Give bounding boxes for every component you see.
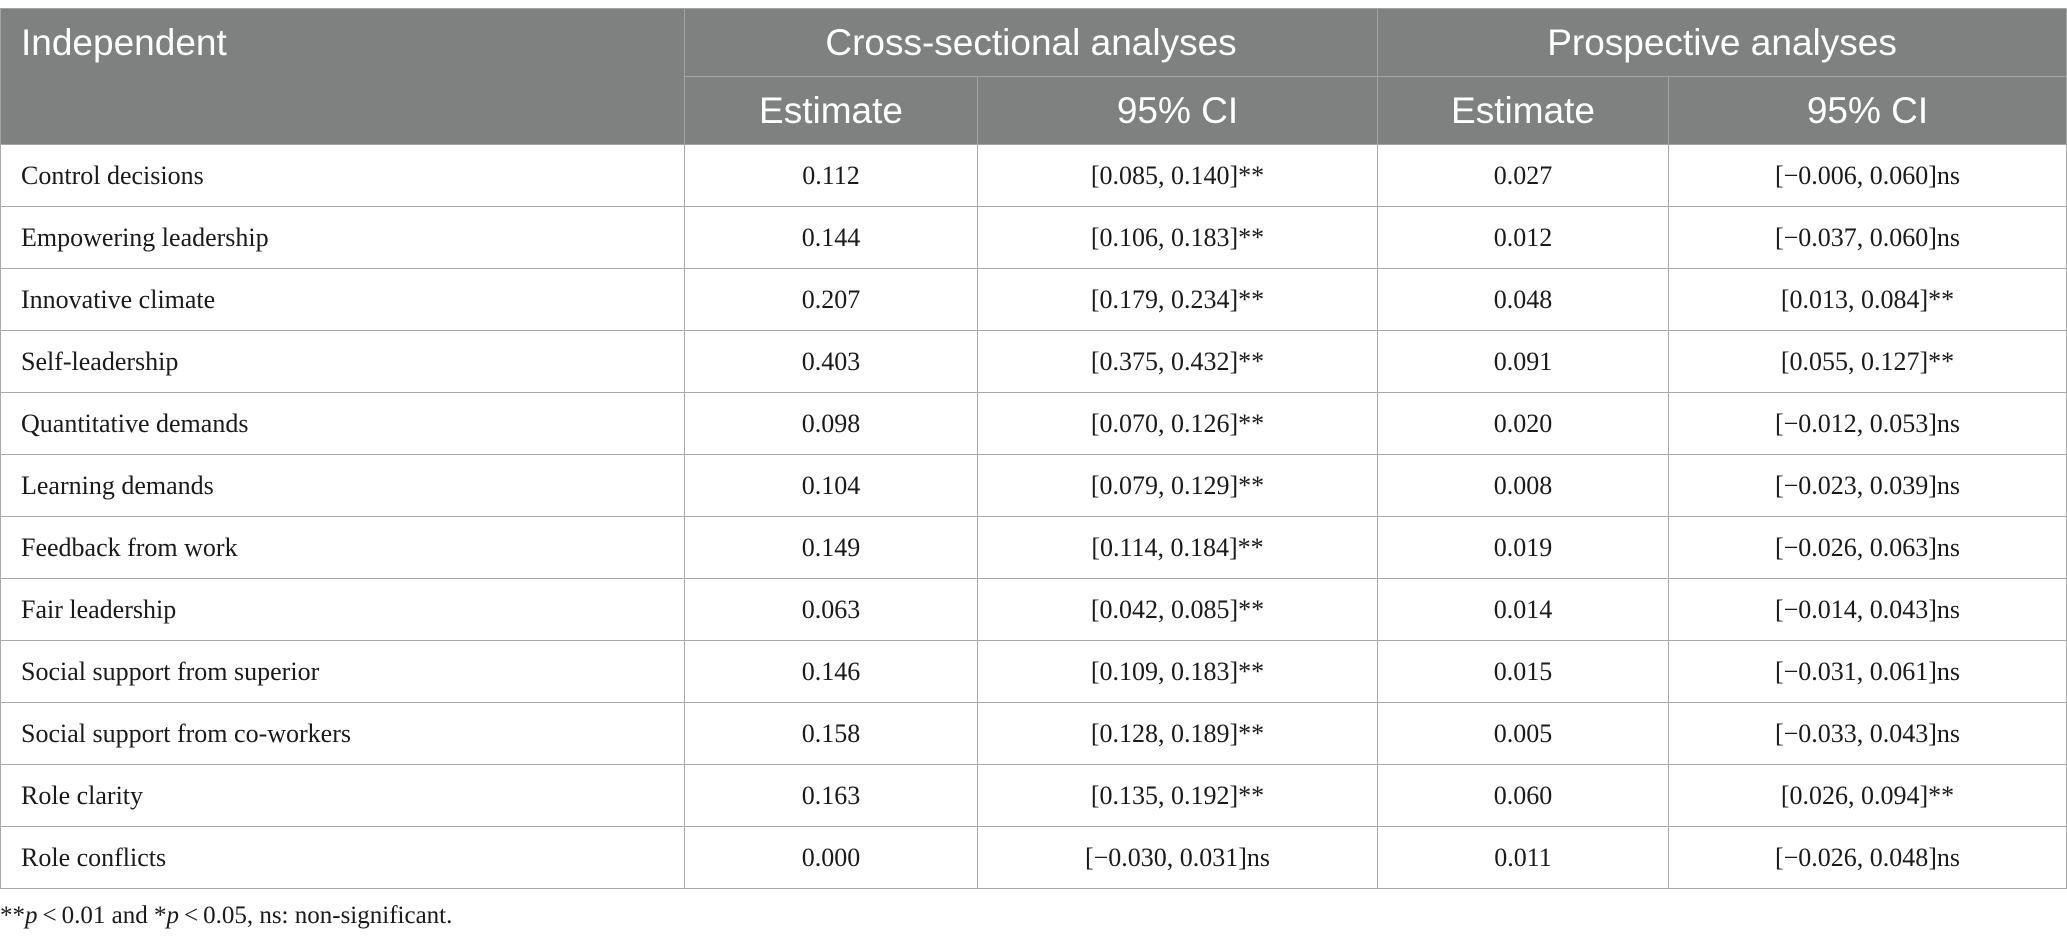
table-row: Quantitative demands 0.098 [0.070, 0.126]*… — [0, 392, 2067, 455]
cross-sectional-estimate: 0.149 — [684, 516, 978, 579]
cross-sectional-ci: [0.079, 0.129]** — [976, 454, 1379, 517]
prospective-ci: [0.026, 0.094]** — [1668, 764, 2067, 827]
row-label: Feedback from work — [0, 516, 685, 579]
table-row: Innovative climate 0.207 [0.179, 0.234]** 0… — [0, 268, 2067, 331]
row-label: Innovative climate — [0, 268, 685, 331]
header-independent: Independent — [0, 8, 685, 145]
cross-sectional-ci: [0.070, 0.126]** — [976, 392, 1379, 455]
prospective-estimate: 0.008 — [1377, 454, 1670, 517]
results-table-container: Independent Cross-sectional analyses Pro… — [0, 8, 2067, 889]
header-pr-estimate: Estimate — [1377, 76, 1670, 145]
row-label: Social support from superior — [0, 640, 685, 703]
cross-sectional-ci: [0.128, 0.189]** — [976, 702, 1379, 765]
cross-sectional-estimate: 0.000 — [684, 826, 978, 889]
cross-sectional-estimate: 0.207 — [684, 268, 978, 331]
row-label: Control decisions — [0, 144, 685, 207]
prospective-ci: [0.013, 0.084]** — [1668, 268, 2067, 331]
prospective-ci: [−0.014, 0.043]ns — [1668, 578, 2067, 641]
cross-sectional-estimate: 0.098 — [684, 392, 978, 455]
table-footnote: **p < 0.01 and *p < 0.05, ns: non-signif… — [0, 902, 452, 930]
cross-sectional-ci: [0.114, 0.184]** — [976, 516, 1379, 579]
row-label: Role clarity — [0, 764, 685, 827]
cross-sectional-ci: [0.179, 0.234]** — [976, 268, 1379, 331]
prospective-ci: [−0.033, 0.043]ns — [1668, 702, 2067, 765]
prospective-estimate: 0.011 — [1377, 826, 1670, 889]
prospective-ci: [−0.026, 0.063]ns — [1668, 516, 2067, 579]
row-label: Fair leadership — [0, 578, 685, 641]
footnote-part2: < 0.01 and * — [37, 902, 167, 929]
table-row: Learning demands 0.104 [0.079, 0.129]** 0.0… — [0, 454, 2067, 517]
header-pr-ci: 95% CI — [1668, 76, 2067, 145]
row-label: Learning demands — [0, 454, 685, 517]
cross-sectional-estimate: 0.158 — [684, 702, 978, 765]
table-row: Fair leadership 0.063 [0.042, 0.085]** 0.01… — [0, 578, 2067, 641]
cross-sectional-ci: [0.375, 0.432]** — [976, 330, 1379, 393]
prospective-ci: [−0.006, 0.060]ns — [1668, 144, 2067, 207]
cross-sectional-estimate: 0.403 — [684, 330, 978, 393]
prospective-ci: [−0.037, 0.060]ns — [1668, 206, 2067, 269]
prospective-ci: [−0.026, 0.048]ns — [1668, 826, 2067, 889]
row-label: Quantitative demands — [0, 392, 685, 455]
row-label: Social support from co-workers — [0, 702, 685, 765]
prospective-estimate: 0.019 — [1377, 516, 1670, 579]
table-row: Self-leadership 0.403 [0.375, 0.432]** 0.09… — [0, 330, 2067, 393]
cross-sectional-ci: [0.135, 0.192]** — [976, 764, 1379, 827]
header-row-subcolumns: Estimate 95% CI Estimate 95% CI — [1, 76, 2067, 145]
prospective-estimate: 0.015 — [1377, 640, 1670, 703]
prospective-ci: [−0.023, 0.039]ns — [1668, 454, 2067, 517]
row-label: Role conflicts — [0, 826, 685, 889]
footnote-part1: ** — [0, 902, 25, 929]
prospective-estimate: 0.048 — [1377, 268, 1670, 331]
footnote-part3: < 0.05, ns: non-significant. — [178, 902, 453, 929]
header-cs-estimate: Estimate — [684, 76, 978, 145]
row-label: Self-leadership — [0, 330, 685, 393]
table-header: Independent Cross-sectional analyses Pro… — [0, 8, 2067, 145]
footnote-p1: p — [25, 902, 38, 929]
prospective-estimate: 0.020 — [1377, 392, 1670, 455]
header-prospective: Prospective analyses — [1377, 8, 2067, 77]
prospective-estimate: 0.027 — [1377, 144, 1670, 207]
cross-sectional-estimate: 0.146 — [684, 640, 978, 703]
table-row: Control decisions 0.112 [0.085, 0.140]** 0.… — [0, 144, 2067, 207]
table-row: Social support from superior 0.146 [0.109,… — [0, 640, 2067, 703]
prospective-estimate: 0.060 — [1377, 764, 1670, 827]
cross-sectional-ci: [0.106, 0.183]** — [976, 206, 1379, 269]
prospective-ci: [0.055, 0.127]** — [1668, 330, 2067, 393]
cross-sectional-ci: [0.109, 0.183]** — [976, 640, 1379, 703]
cross-sectional-estimate: 0.063 — [684, 578, 978, 641]
cross-sectional-ci: [0.085, 0.140]** — [976, 144, 1379, 207]
cross-sectional-ci: [0.042, 0.085]** — [976, 578, 1379, 641]
results-table: Independent Cross-sectional analyses Pro… — [0, 8, 2067, 889]
cross-sectional-estimate: 0.163 — [684, 764, 978, 827]
cross-sectional-estimate: 0.112 — [684, 144, 978, 207]
row-label: Empowering leadership — [0, 206, 685, 269]
cross-sectional-ci: [−0.030, 0.031]ns — [976, 826, 1379, 889]
prospective-estimate: 0.012 — [1377, 206, 1670, 269]
table-row: Social support from co-workers 0.158 [0.12… — [0, 702, 2067, 765]
prospective-estimate: 0.014 — [1377, 578, 1670, 641]
prospective-ci: [−0.012, 0.053]ns — [1668, 392, 2067, 455]
prospective-estimate: 0.005 — [1377, 702, 1670, 765]
header-cross-sectional: Cross-sectional analyses — [683, 8, 1379, 77]
cross-sectional-estimate: 0.104 — [684, 454, 978, 517]
header-cs-ci: 95% CI — [976, 76, 1379, 145]
table-body: Control decisions 0.112 [0.085, 0.140]** 0.… — [0, 144, 2067, 889]
table-row: Feedback from work 0.149 [0.114, 0.184]** 0… — [0, 516, 2067, 579]
table-row: Role conflicts 0.000 [−0.030, 0.031]ns 0.01… — [0, 826, 2067, 889]
prospective-estimate: 0.091 — [1377, 330, 1670, 393]
header-row-groups: Independent Cross-sectional analyses Pro… — [0, 8, 2067, 145]
cross-sectional-estimate: 0.144 — [684, 206, 978, 269]
table-row: Empowering leadership 0.144 [0.106, 0.183]… — [0, 206, 2067, 269]
prospective-ci: [−0.031, 0.061]ns — [1668, 640, 2067, 703]
table-row: Role clarity 0.163 [0.135, 0.192]** 0.060 [0… — [0, 764, 2067, 827]
footnote-p2: p — [166, 902, 179, 929]
